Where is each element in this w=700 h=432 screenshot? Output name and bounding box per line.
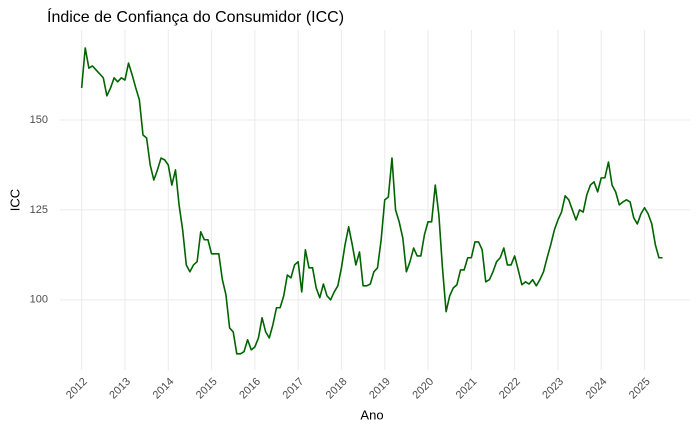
x-tick-label: 2017 <box>281 376 307 402</box>
y-tick-label: 150 <box>30 114 48 126</box>
x-tick-label: 2024 <box>584 376 610 402</box>
x-tick-label: 2012 <box>64 376 90 402</box>
x-tick-label: 2018 <box>324 376 350 402</box>
y-tick-label: 100 <box>30 294 48 306</box>
x-tick-label: 2019 <box>367 376 393 402</box>
chart-title: Índice de Confiança do Consumidor (ICC) <box>47 7 344 26</box>
x-tick-label: 2013 <box>107 376 133 402</box>
y-axis-title: ICC <box>7 189 22 211</box>
line-series <box>80 47 663 355</box>
x-tick-label: 2022 <box>497 376 523 402</box>
x-tick-label: 2025 <box>627 376 653 402</box>
x-tick-label: 2014 <box>151 376 177 402</box>
x-tick-label: 2023 <box>540 376 566 402</box>
x-axis-title: Ano <box>360 407 383 422</box>
y-tick-label: 125 <box>30 204 48 216</box>
x-tick-label: 2015 <box>194 376 220 402</box>
x-tick-label: 2020 <box>410 376 436 402</box>
x-tick-label: 2016 <box>237 376 263 402</box>
x-tick-label: 2021 <box>454 376 480 402</box>
